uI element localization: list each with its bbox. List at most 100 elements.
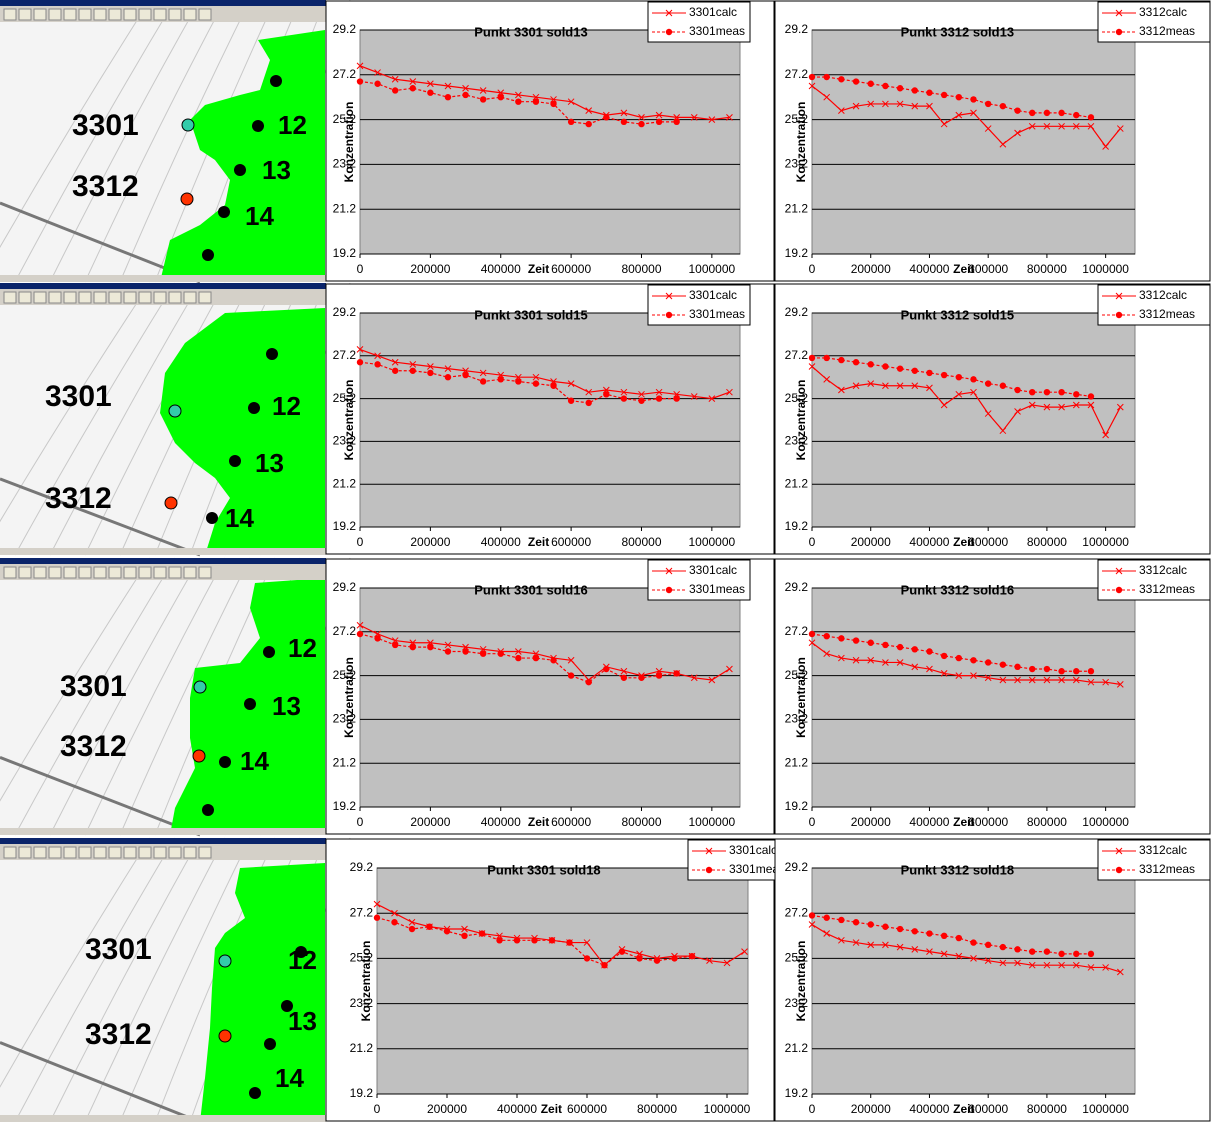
meas-marker: [586, 679, 592, 685]
meas-marker: [586, 400, 592, 406]
toolbar-button: [169, 567, 181, 578]
map-window: 33013312121314: [0, 838, 350, 1122]
title-bar: [0, 0, 326, 6]
well-3312: [165, 497, 177, 509]
x-tick-label: 800000: [1027, 535, 1067, 549]
meas-marker: [970, 376, 976, 382]
x-tick-label: 800000: [637, 1102, 677, 1116]
status-bar: [0, 275, 326, 282]
meas-marker: [912, 646, 918, 652]
x-tick-label: 0: [809, 815, 816, 829]
toolbar-button: [199, 567, 211, 578]
toolbar-button: [19, 567, 31, 578]
meas-marker: [926, 90, 932, 96]
meas-marker: [1073, 951, 1079, 957]
meas-marker: [566, 939, 572, 945]
meas-marker: [601, 962, 607, 968]
meas-marker: [823, 915, 829, 921]
x-tick-label: 1000000: [688, 815, 735, 829]
x-tick-label: 400000: [481, 262, 521, 276]
x-tick-label: 200000: [851, 262, 891, 276]
toolbar-button: [94, 567, 106, 578]
y-tick-label: 21.2: [785, 755, 809, 769]
meas-marker: [1029, 110, 1035, 116]
meas-marker: [941, 92, 947, 98]
x-tick-label: 600000: [551, 815, 591, 829]
well-marker: [244, 698, 256, 710]
legend-marker: [706, 867, 712, 873]
x-tick-label: 400000: [909, 262, 949, 276]
meas-marker: [853, 78, 859, 84]
x-tick-label: 400000: [497, 1102, 537, 1116]
toolbar-button: [94, 847, 106, 858]
map-label: 13: [255, 448, 284, 478]
meas-marker: [392, 368, 398, 374]
well-marker: [248, 402, 260, 414]
y-tick-label: 21.2: [333, 476, 357, 490]
y-tick-label: 21.2: [333, 201, 357, 215]
chart-title: Punkt 3312 sold15: [901, 307, 1014, 322]
x-tick-label: 600000: [551, 535, 591, 549]
meas-marker: [823, 633, 829, 639]
meas-marker: [656, 672, 662, 678]
meas-marker: [970, 96, 976, 102]
x-tick-label: 0: [357, 815, 364, 829]
legend-label: 3312calc: [1139, 563, 1187, 577]
well-marker: [206, 512, 218, 524]
toolbar-button: [199, 292, 211, 303]
y-tick-label: 19.2: [333, 519, 357, 533]
meas-marker: [868, 921, 874, 927]
map-label: 14: [240, 746, 269, 776]
toolbar-button: [109, 292, 121, 303]
meas-marker: [1044, 389, 1050, 395]
meas-marker: [514, 937, 520, 943]
meas-marker: [956, 655, 962, 661]
toolbar-button: [79, 292, 91, 303]
x-tick-label: 800000: [621, 535, 661, 549]
map-label: 13: [288, 1006, 317, 1036]
meas-marker: [970, 939, 976, 945]
x-tick-label: 600000: [567, 1102, 607, 1116]
status-bar: [0, 828, 326, 835]
meas-marker: [1058, 110, 1064, 116]
meas-marker: [926, 930, 932, 936]
toolbar-button: [139, 847, 151, 858]
map-label: 3301: [45, 380, 112, 413]
y-tick-label: 29.2: [785, 580, 809, 594]
x-tick-label: 0: [809, 535, 816, 549]
well-3312: [181, 193, 193, 205]
meas-marker: [897, 365, 903, 371]
toolbar-button: [154, 847, 166, 858]
y-tick-label: 29.2: [785, 22, 809, 36]
x-tick-label: 200000: [410, 535, 450, 549]
meas-marker: [498, 651, 504, 657]
x-tick-label: 200000: [851, 815, 891, 829]
meas-marker: [410, 368, 416, 374]
map-window: 33013312121314: [0, 0, 350, 282]
meas-marker: [533, 655, 539, 661]
meas-marker: [1058, 951, 1064, 957]
x-axis-label: Zeit: [528, 535, 549, 549]
meas-marker: [868, 640, 874, 646]
meas-marker: [462, 372, 468, 378]
meas-marker: [897, 644, 903, 650]
x-tick-label: 400000: [909, 535, 949, 549]
meas-marker: [956, 94, 962, 100]
toolbar-button: [64, 567, 76, 578]
well-3301: [169, 405, 181, 417]
meas-marker: [550, 101, 556, 107]
meas-marker: [357, 359, 363, 365]
status-bar: [0, 548, 326, 555]
x-tick-label: 0: [374, 1102, 381, 1116]
y-axis-label: Konzentration: [794, 380, 808, 461]
meas-marker: [868, 81, 874, 87]
toolbar-button: [109, 9, 121, 20]
toolbar-button: [169, 847, 181, 858]
meas-marker: [926, 370, 932, 376]
y-tick-label: 27.2: [785, 67, 809, 81]
toolbar-button: [199, 9, 211, 20]
meas-marker: [897, 926, 903, 932]
y-tick-label: 19.2: [350, 1086, 374, 1100]
legend-label: 3312meas: [1139, 862, 1195, 876]
meas-marker: [374, 361, 380, 367]
